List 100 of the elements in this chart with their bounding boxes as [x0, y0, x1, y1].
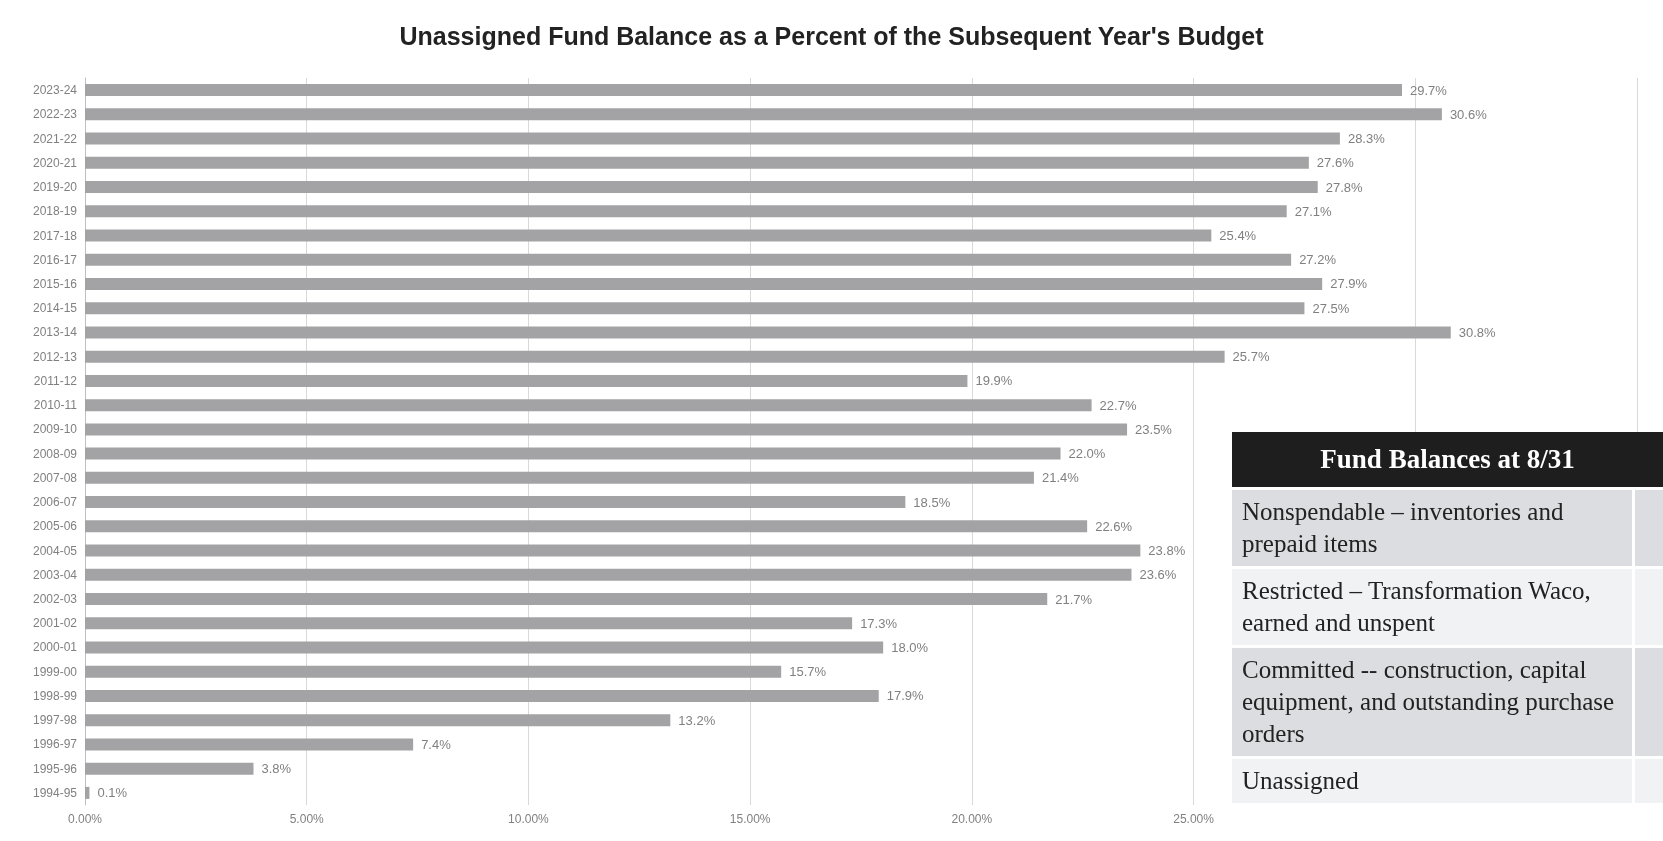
- bar: [85, 641, 884, 654]
- data-label: 18.0%: [891, 639, 929, 655]
- y-tick-label: 2008-09: [32, 446, 78, 461]
- data-label: 27.9%: [1330, 276, 1368, 292]
- y-tick-label: 2023-24: [32, 83, 78, 98]
- bar: [85, 399, 1092, 412]
- y-tick-label: 2005-06: [32, 519, 78, 534]
- y-tick-label: 2010-11: [33, 398, 78, 413]
- y-tick-label: 2000-01: [32, 640, 78, 655]
- data-label: 23.6%: [1139, 567, 1177, 583]
- y-tick-label: 2001-02: [32, 616, 78, 631]
- data-label: 27.6%: [1316, 155, 1355, 171]
- x-tick-label: 25.00%: [1173, 812, 1215, 826]
- data-label: 15.7%: [789, 664, 827, 680]
- bar: [85, 277, 1323, 290]
- data-label: 25.7%: [1232, 349, 1270, 365]
- bar: [85, 229, 1212, 242]
- bar: [85, 108, 1442, 121]
- data-label: 27.8%: [1325, 179, 1364, 195]
- y-tick-label: 2007-08: [32, 470, 78, 485]
- bar: [85, 568, 1132, 581]
- y-tick-label: 2021-22: [32, 131, 78, 146]
- bar: [85, 84, 1402, 97]
- data-label: 30.6%: [1449, 106, 1488, 122]
- data-label: 27.5%: [1312, 300, 1350, 316]
- annotation: Committed -- construction, capital equipment, and outstanding purchase orders: [1241, 655, 1616, 749]
- bar: [85, 617, 853, 630]
- bar: [85, 544, 1141, 557]
- data-label: 21.4%: [1041, 470, 1080, 486]
- x-tick-label: 0.00%: [67, 812, 103, 826]
- bar: [85, 132, 1340, 145]
- y-tick-label: 2009-10: [32, 422, 78, 437]
- bar: [85, 205, 1287, 218]
- data-label: 7.4%: [421, 736, 452, 752]
- y-tick-label: 1996-97: [32, 737, 78, 752]
- data-label: 27.2%: [1299, 252, 1337, 268]
- bar: [85, 471, 1034, 484]
- y-tick-label: 2017-18: [32, 228, 78, 243]
- y-tick-label: 2022-23: [32, 107, 78, 122]
- bar: [85, 665, 782, 678]
- data-label: 27.1%: [1294, 203, 1332, 219]
- bar: [85, 253, 1292, 266]
- text: Fund Balances at 8/31: [1232, 432, 1663, 487]
- y-tick-label: 2003-04: [32, 567, 78, 582]
- bar: [85, 326, 1451, 339]
- bar: [85, 496, 906, 509]
- bar: [85, 156, 1309, 169]
- bar: [85, 302, 1305, 315]
- data-label: 19.9%: [975, 373, 1013, 389]
- bar: [85, 762, 254, 775]
- data-label: 22.6%: [1095, 518, 1133, 534]
- y-tick-label: 2013-14: [32, 325, 78, 340]
- data-label: 23.8%: [1148, 543, 1186, 559]
- y-tick-label: 2004-05: [32, 543, 78, 558]
- data-label: 28.3%: [1347, 131, 1386, 147]
- y-tick-label: 2015-16: [32, 276, 78, 291]
- annotation: Nonspendable – inventories and prepaid items: [1241, 497, 1565, 559]
- data-label: 21.7%: [1055, 591, 1093, 607]
- y-tick-label: 1995-96: [32, 761, 78, 776]
- data-label: 3.8%: [261, 761, 292, 777]
- annotation: Unassigned: [1241, 766, 1360, 796]
- data-label: 23.5%: [1135, 421, 1173, 437]
- bar: [85, 738, 414, 751]
- x-tick-label: 10.00%: [508, 812, 550, 826]
- bar: [85, 423, 1128, 436]
- y-tick-label: 1999-00: [32, 664, 78, 679]
- data-label: 29.7%: [1409, 82, 1448, 98]
- y-tick-label: 1994-95: [32, 785, 78, 800]
- annotation: Restricted – Transformation Waco, earned and unspent: [1241, 576, 1592, 638]
- data-label: 17.3%: [860, 615, 898, 631]
- bar: [85, 447, 1061, 460]
- bar: [85, 520, 1088, 533]
- x-tick-label: 5.00%: [289, 812, 325, 826]
- bar: [85, 786, 90, 799]
- bar: [85, 181, 1318, 194]
- y-tick-label: 2011-12: [33, 373, 78, 388]
- bar: [85, 593, 1048, 606]
- y-tick-label: 2018-19: [32, 204, 78, 219]
- bar: [85, 374, 968, 387]
- y-tick-label: 1997-98: [32, 713, 78, 728]
- data-label: 30.8%: [1458, 324, 1497, 340]
- bar: [85, 350, 1225, 363]
- data-label: 22.0%: [1068, 446, 1106, 462]
- x-tick-label: 20.00%: [951, 812, 993, 826]
- bar: [85, 689, 879, 702]
- x-tick-label: 15.00%: [729, 812, 771, 826]
- y-tick-label: 2019-20: [32, 180, 78, 195]
- data-label: 17.9%: [886, 688, 925, 704]
- chart-title: Unassigned Fund Balance as a Percent of the Subsequent Year's Budget: [399, 21, 1265, 50]
- y-tick-label: 2012-13: [32, 349, 78, 364]
- y-tick-label: 2006-07: [32, 495, 78, 510]
- y-tick-label: 2020-21: [32, 155, 78, 170]
- y-tick-label: 2016-17: [32, 252, 78, 267]
- data-label: 18.5%: [913, 494, 951, 510]
- data-label: 22.7%: [1099, 397, 1137, 413]
- data-label: 13.2%: [678, 712, 716, 728]
- y-tick-label: 2014-15: [32, 301, 78, 316]
- data-label: 0.1%: [97, 785, 128, 801]
- y-tick-label: 2002-03: [32, 592, 78, 607]
- data-label: 25.4%: [1219, 228, 1257, 244]
